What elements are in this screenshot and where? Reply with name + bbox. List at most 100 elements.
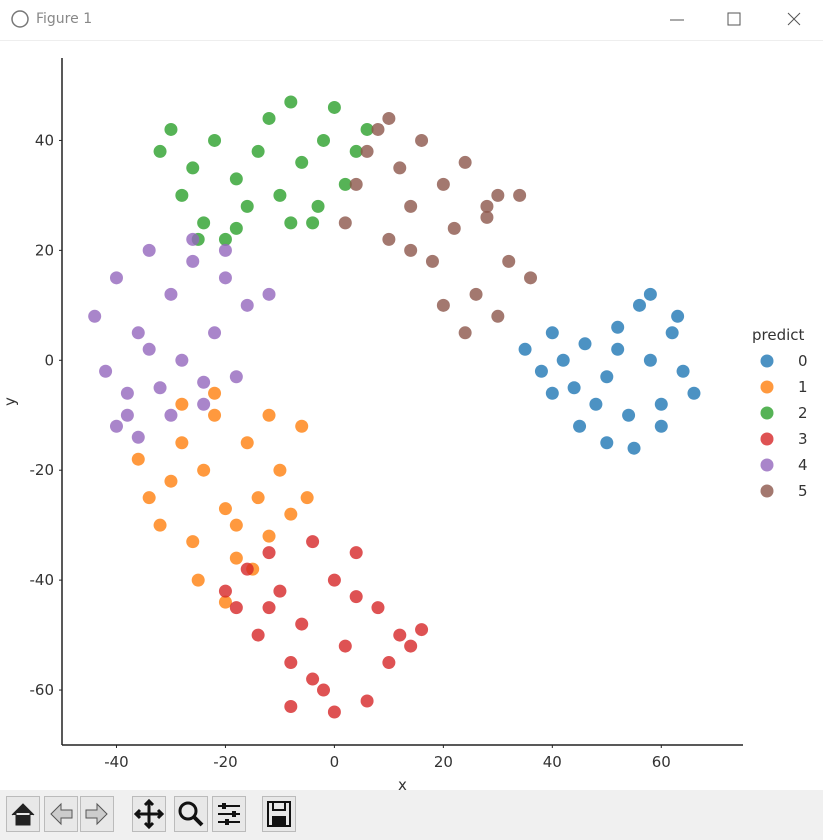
- scatter-point: [480, 199, 494, 213]
- y-tick-label: 20: [35, 241, 54, 259]
- scatter-point: [164, 474, 178, 488]
- scatter-point: [393, 161, 407, 175]
- scatter-point: [534, 364, 548, 378]
- scatter-point: [300, 491, 314, 505]
- scatter-point: [120, 408, 134, 422]
- scatter-point: [518, 342, 532, 356]
- maximize[interactable]: [727, 12, 741, 26]
- legend-label: 5: [798, 482, 808, 500]
- scatter-point: [273, 463, 287, 477]
- home-button[interactable]: [6, 796, 40, 832]
- scatter-point: [327, 573, 341, 587]
- scatter-point: [676, 364, 690, 378]
- scatter-point: [687, 386, 701, 400]
- scatter-point: [142, 342, 156, 356]
- x-axis-label: x: [398, 776, 407, 790]
- back-button[interactable]: [44, 796, 78, 832]
- scatter-point: [338, 177, 352, 191]
- scatter-point: [622, 408, 636, 422]
- scatter-point: [240, 436, 254, 450]
- scatter-point: [251, 491, 265, 505]
- scatter-point: [671, 309, 685, 323]
- scatter-point: [654, 397, 668, 411]
- scatter-point: [142, 243, 156, 257]
- scatter-point: [311, 199, 325, 213]
- scatter-point: [338, 216, 352, 230]
- scatter-point: [545, 386, 559, 400]
- legend-label: 4: [798, 456, 808, 474]
- scatter-point: [360, 144, 374, 158]
- title-bar: Figure 1: [0, 0, 823, 41]
- scatter-point: [208, 386, 222, 400]
- legend-label: 3: [798, 430, 808, 448]
- scatter-point: [589, 397, 603, 411]
- scatter-point: [665, 326, 679, 340]
- scatter-point: [131, 430, 145, 444]
- scatter-point: [306, 216, 320, 230]
- scatter-point: [229, 551, 243, 565]
- x-tick-label: -40: [104, 753, 129, 771]
- x-tick-label: 40: [543, 753, 562, 771]
- scatter-point: [218, 595, 232, 609]
- forward-button[interactable]: [80, 796, 114, 832]
- scatter-point: [349, 177, 363, 191]
- scatter-point: [229, 172, 243, 186]
- scatter-point: [284, 507, 298, 521]
- scatter-point: [99, 364, 113, 378]
- scatter-point: [327, 705, 341, 719]
- legend-marker: [760, 354, 774, 368]
- scatter-point: [197, 463, 211, 477]
- scatter-point: [208, 326, 222, 340]
- y-tick-label: 40: [35, 131, 54, 149]
- y-tick-label: 0: [44, 351, 54, 369]
- scatter-point: [88, 309, 102, 323]
- scatter-point: [306, 672, 320, 686]
- scatter-point: [262, 408, 276, 422]
- scatter-point: [131, 452, 145, 466]
- scatter-point: [415, 133, 429, 147]
- scatter-point: [404, 639, 418, 653]
- scatter-point: [218, 584, 232, 598]
- scatter-point: [153, 381, 167, 395]
- scatter-point: [295, 419, 309, 433]
- scatter-point: [382, 111, 396, 125]
- scatter-point: [404, 243, 418, 257]
- scatter-point: [164, 287, 178, 301]
- scatter-point: [240, 298, 254, 312]
- scatter-point: [295, 155, 309, 169]
- scatter-point: [197, 397, 211, 411]
- scatter-point: [131, 326, 145, 340]
- scatter-point: [458, 326, 472, 340]
- zoom-button[interactable]: [174, 796, 208, 832]
- scatter-point: [262, 601, 276, 615]
- scatter-point: [218, 502, 232, 516]
- scatter-point: [306, 535, 320, 549]
- scatter-point: [284, 216, 298, 230]
- scatter-point: [262, 529, 276, 543]
- scatter-point: [262, 111, 276, 125]
- scatter-point: [360, 694, 374, 708]
- save-button[interactable]: [262, 796, 296, 832]
- scatter-point: [218, 271, 232, 285]
- y-tick-label: -60: [30, 681, 55, 699]
- scatter-point: [208, 408, 222, 422]
- y-axis-label: y: [1, 397, 19, 406]
- configure-button[interactable]: [212, 796, 246, 832]
- scatter-point: [371, 122, 385, 136]
- scatter-point: [262, 287, 276, 301]
- pan-button[interactable]: [132, 796, 166, 832]
- scatter-point: [284, 656, 298, 670]
- scatter-point: [262, 546, 276, 560]
- legend-label: 0: [798, 352, 808, 370]
- scatter-point: [393, 628, 407, 642]
- scatter-point: [327, 100, 341, 114]
- scatter-point: [573, 419, 587, 433]
- legend-marker: [760, 406, 774, 420]
- scatter-point: [480, 210, 494, 224]
- close[interactable]: [787, 12, 801, 26]
- scatter-point: [447, 221, 461, 235]
- scatter-point: [502, 254, 516, 268]
- scatter-point: [654, 419, 668, 433]
- legend-marker: [760, 380, 774, 394]
